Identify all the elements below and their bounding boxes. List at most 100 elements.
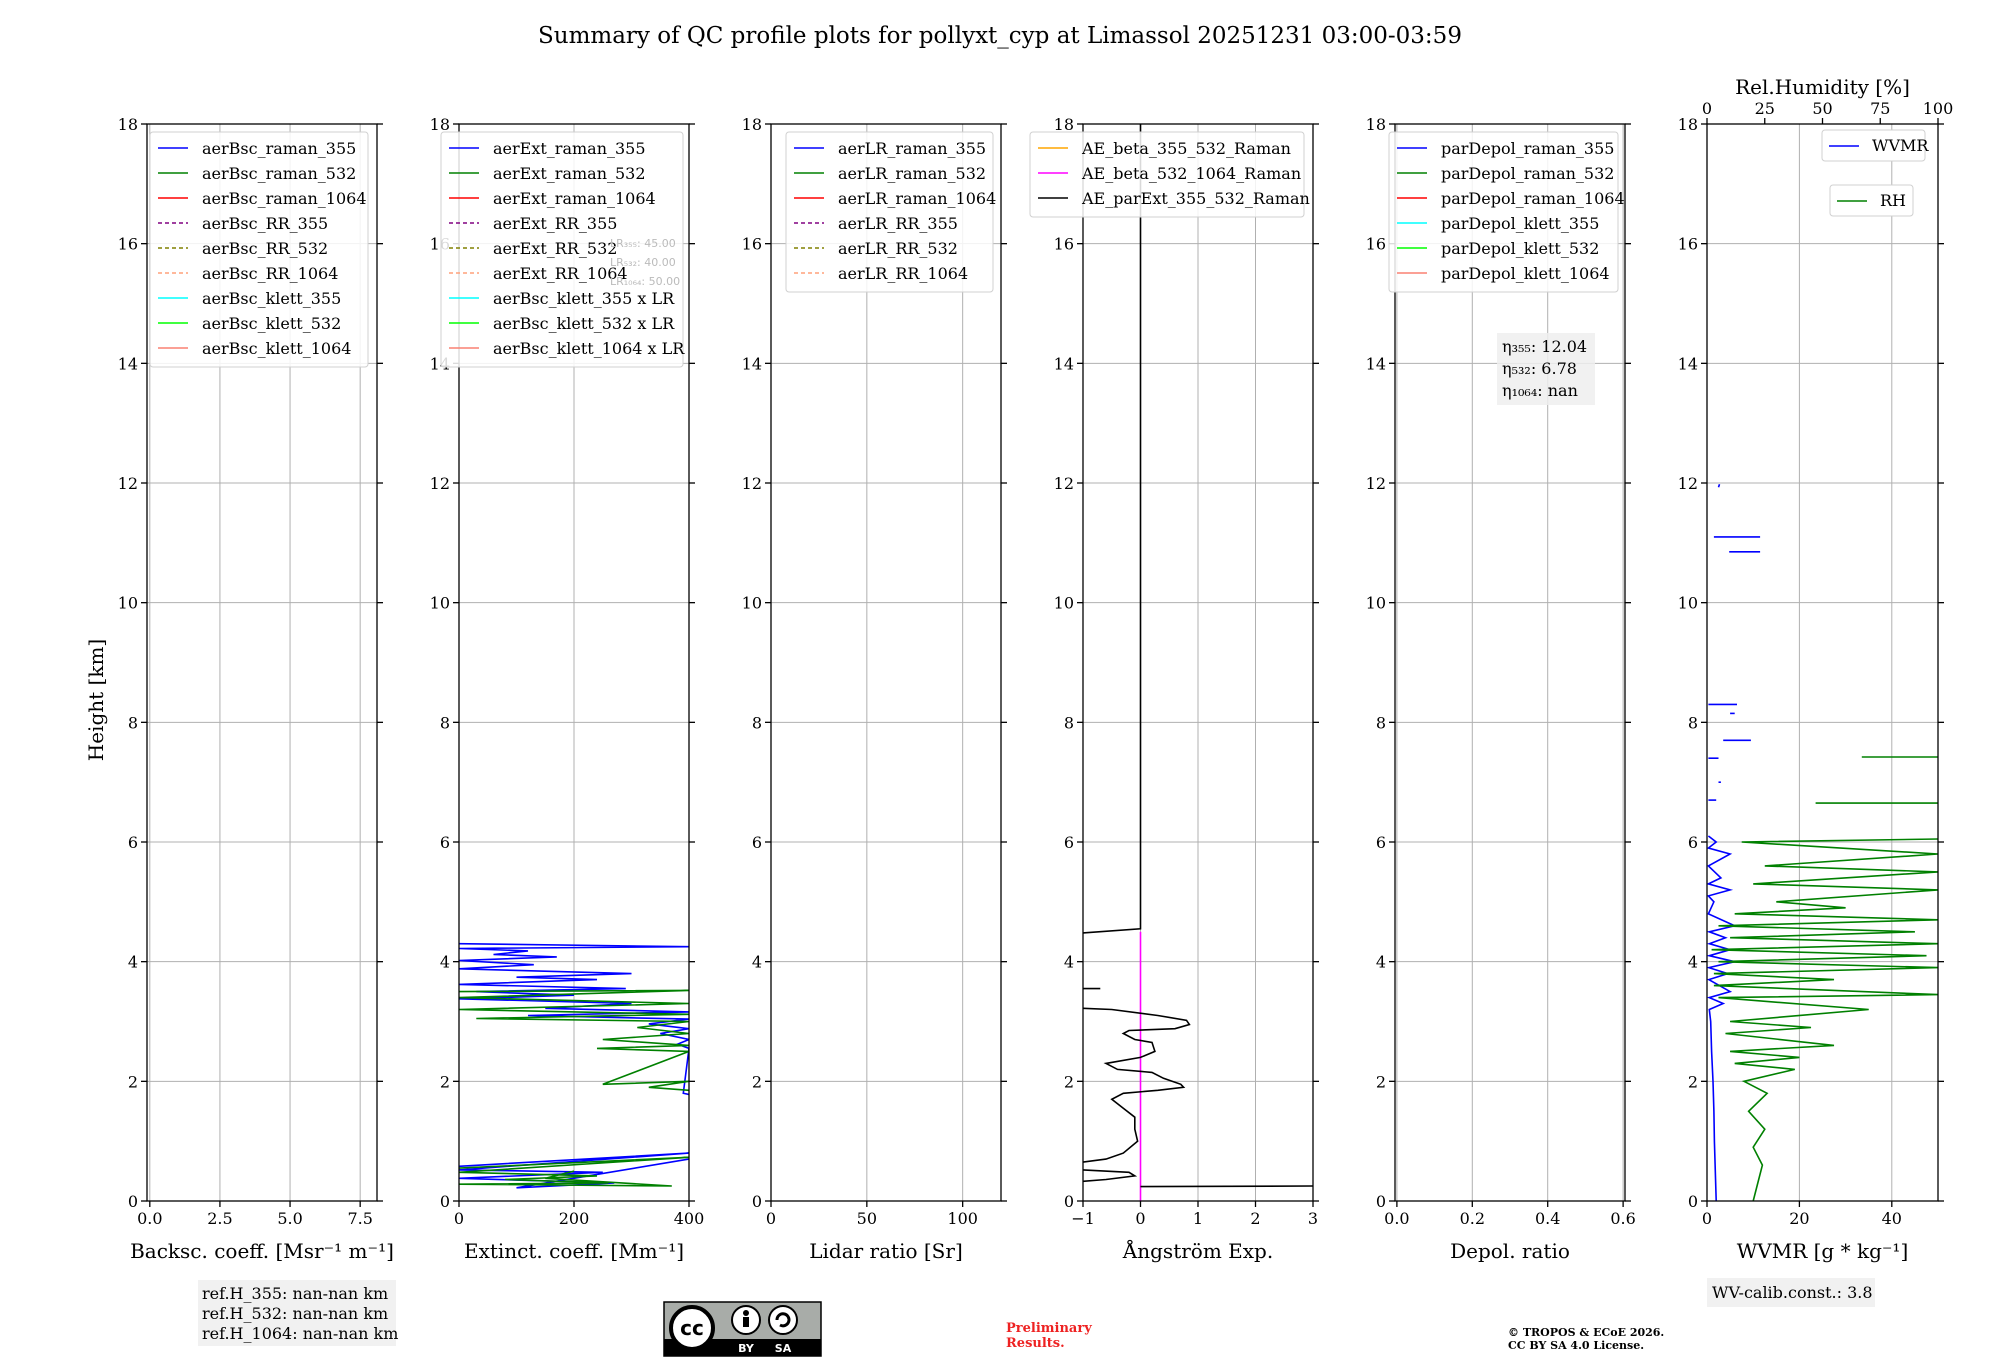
legend-label: aerBsc_raman_355 [202, 139, 356, 158]
y-tick-label: 4 [1064, 953, 1074, 972]
y-tick-label: 10 [430, 594, 450, 613]
axes-frame [770, 123, 1002, 1202]
legend-label-rh: RH [1880, 191, 1906, 210]
y-tick-label: 16 [1054, 235, 1074, 254]
preliminary-line1: Preliminary [1006, 1321, 1092, 1336]
y-tick-label: 16 [118, 235, 138, 254]
x-tick-label: 0.6 [1610, 1209, 1635, 1228]
cc-by-label: BY [738, 1342, 755, 1355]
y-tick-label: 4 [128, 953, 138, 972]
series-RH [1711, 838, 1938, 1201]
x-tick-label: 50 [857, 1209, 877, 1228]
y-tick-label: 16 [1678, 235, 1698, 254]
legend-label: parDepol_klett_355 [1441, 214, 1599, 233]
x-axis-label: Lidar ratio [Sr] [809, 1239, 963, 1263]
y-tick-label: 18 [742, 115, 762, 134]
y-tick-label: 4 [1688, 953, 1698, 972]
series-aerExt_raman_532_low [459, 1156, 689, 1187]
x-tick-label: 0.4 [1535, 1209, 1560, 1228]
refh-1064: ref.H_1064: nan-nan km [202, 1324, 398, 1343]
x-tick-label: 0.0 [137, 1209, 162, 1228]
y-tick-label: 6 [440, 833, 450, 852]
legend-label: aerLR_raman_532 [838, 164, 986, 183]
eta-box [1497, 333, 1595, 405]
axes-frame [1394, 123, 1626, 1202]
legend-label: aerBsc_klett_355 x LR [493, 289, 675, 308]
legend-label: aerBsc_klett_532 x LR [493, 314, 675, 333]
legend-label: AE_parExt_355_532_Raman [1081, 189, 1310, 208]
y-tick-label: 10 [118, 594, 138, 613]
y-tick-label: 12 [1054, 474, 1074, 493]
legend-label: parDepol_raman_355 [1441, 139, 1614, 158]
copyright-line2: CC BY SA 4.0 License. [1508, 1339, 1644, 1352]
panel-lr: 0 2 4 6 8 10 12 14 16 18 0 50 100 Lidar ratio [Sr] aer… [742, 115, 1007, 1263]
x-tick-label: −1 [1071, 1209, 1095, 1228]
series-aerExt_raman_532 [459, 989, 689, 1092]
legend-label: AE_beta_355_532_Raman [1081, 139, 1291, 158]
x-tick-label: 200 [559, 1209, 590, 1228]
legend-label: aerBsc_RR_532 [202, 239, 328, 258]
y-tick-label: 6 [128, 833, 138, 852]
y-tick-label: 0 [440, 1192, 450, 1211]
legend-label: parDepol_klett_532 [1441, 239, 1599, 258]
rh-axis-label: Rel.Humidity [%] [1735, 75, 1910, 99]
series-WVMR [1707, 835, 1738, 1201]
y-tick-label: 4 [440, 953, 450, 972]
cc-by-person-body [743, 1317, 749, 1327]
y-tick-label: 10 [1366, 594, 1386, 613]
refh-background [198, 1280, 396, 1346]
y-tick-label: 8 [440, 713, 450, 732]
legend-box [440, 131, 684, 368]
y-axis-label: Height [km] [84, 639, 108, 761]
x-tick-label: 2 [1250, 1209, 1260, 1228]
legend-box [785, 131, 994, 293]
cc-logo-text: cc [680, 1316, 704, 1340]
x2-tick-label: 75 [1870, 99, 1890, 118]
x-tick-label: 40 [1882, 1209, 1902, 1228]
cc-by-person-head [743, 1310, 749, 1316]
x-tick-label: 20 [1789, 1209, 1809, 1228]
y-tick-label: 18 [430, 115, 450, 134]
legend-label: aerBsc_RR_355 [202, 214, 328, 233]
y-tick-label: 6 [1064, 833, 1074, 852]
x-tick-label: 0 [1702, 1209, 1712, 1228]
legend-label: aerBsc_raman_532 [202, 164, 356, 183]
cc-sa-arrow [775, 1312, 791, 1328]
y-tick-label: 6 [1376, 833, 1386, 852]
y-tick-label: 8 [752, 713, 762, 732]
y-tick-label: 16 [1366, 235, 1386, 254]
series-aerExt_raman_355_low [459, 1152, 689, 1189]
legend-label: aerLR_RR_355 [838, 214, 958, 233]
legend-label: aerBsc_klett_1064 [202, 339, 351, 358]
eta-value: η₃₅₅: 12.04 [1502, 337, 1587, 356]
x-tick-label: 3 [1308, 1209, 1318, 1228]
legend-label: aerExt_RR_532 [493, 239, 617, 258]
y-tick-label: 6 [1688, 833, 1698, 852]
legend-label: AE_beta_532_1064_Raman [1081, 164, 1301, 183]
y-tick-label: 8 [1376, 713, 1386, 732]
wv-calib-box [1707, 1278, 1875, 1307]
legend-label: parDepol_klett_1064 [1441, 264, 1610, 283]
y-tick-label: 8 [1064, 713, 1074, 732]
legend-box-wvmr [1821, 129, 1926, 162]
axes-frame [1706, 123, 1939, 1202]
x-tick-label: 0.2 [1460, 1209, 1485, 1228]
legend-label: aerLR_raman_355 [838, 139, 986, 158]
wv-calib-const: WV-calib.const.: 3.8 [1712, 1283, 1873, 1302]
legend-label: parDepol_raman_1064 [1441, 189, 1625, 208]
legend-box [1029, 131, 1305, 218]
y-tick-label: 12 [1678, 474, 1698, 493]
y-tick-label: 14 [742, 354, 762, 373]
y-tick-label: 12 [742, 474, 762, 493]
legend-label: aerBsc_klett_355 [202, 289, 341, 308]
series-AE_parExt_355_532_Raman [1083, 1007, 1191, 1163]
series-AE_parExt_355_532_Raman [1083, 1169, 1138, 1183]
legend-label: aerBsc_klett_1064 x LR [493, 339, 685, 358]
y-tick-label: 18 [1054, 115, 1074, 134]
y-tick-label: 2 [752, 1072, 762, 1091]
x-tick-label: 5.0 [277, 1209, 302, 1228]
y-tick-label: 0 [752, 1192, 762, 1211]
y-tick-label: 2 [440, 1072, 450, 1091]
